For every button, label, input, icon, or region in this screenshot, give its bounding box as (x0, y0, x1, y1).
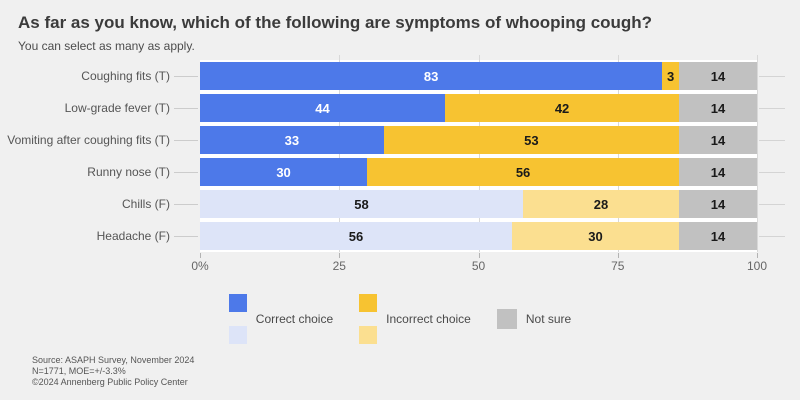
bar-strip: 30 56 14 (200, 156, 757, 188)
chart-row: Coughing fits (T) 83 3 14 (0, 60, 800, 92)
category-label: Vomiting after coughing fits (T) (7, 133, 170, 147)
legend-label: Correct choice (255, 312, 334, 326)
chart-header: As far as you know, which of the followi… (0, 0, 800, 53)
bar-segment-not-sure: 14 (679, 62, 757, 90)
chart-row: Chills (F) 58 28 14 (0, 188, 800, 220)
legend-swatch (359, 326, 378, 344)
stacked-bar: 33 53 14 (200, 126, 757, 154)
bar-strip: 83 3 14 (200, 60, 757, 92)
leader-line-right (759, 235, 785, 237)
axis-tick-label: 100 (746, 259, 768, 273)
legend-swatches (359, 294, 378, 344)
leader-line-left (174, 235, 198, 237)
bar-segment-incorrect-choice: 28 (523, 190, 679, 218)
axis-tick-mark (478, 253, 480, 258)
bar-segment-incorrect-choice: 53 (383, 126, 679, 154)
bar-segment-correct-choice: 30 (200, 158, 368, 186)
bar-strip: 44 42 14 (200, 92, 757, 124)
stacked-bar: 58 28 14 (200, 190, 757, 218)
category-label: Headache (F) (96, 229, 170, 243)
bar-strip: 56 30 14 (200, 220, 757, 252)
bar-segment-correct-choice: 44 (200, 94, 446, 122)
axis-tick-mark (200, 253, 201, 258)
source-note-line: ©2024 Annenberg Public Policy Center (32, 377, 188, 387)
bar-segment-incorrect-choice: 30 (511, 222, 679, 250)
axis-tick-label: 75 (611, 259, 625, 273)
chart-title: As far as you know, which of the followi… (18, 13, 653, 32)
bar-segment-correct-choice: 33 (200, 126, 384, 154)
bar-segment-correct-choice: 58 (200, 190, 524, 218)
bar-segment-not-sure: 14 (679, 126, 757, 154)
bar-segment-not-sure: 14 (679, 158, 757, 186)
category-label: Runny nose (T) (87, 165, 170, 179)
stacked-bar: 30 56 14 (200, 158, 757, 186)
legend-swatches (228, 294, 247, 344)
leader-line-left (174, 203, 198, 205)
leader-line-right (759, 139, 785, 141)
bar-segment-not-sure: 14 (679, 94, 757, 122)
axis-tick-mark (757, 253, 758, 258)
leader-line-right (759, 75, 785, 77)
legend-item: Not sure (496, 309, 572, 329)
bar-segment-not-sure: 14 (679, 190, 757, 218)
category-label: Low-grade fever (T) (64, 101, 170, 115)
source-note: Source: ASAPH Survey, November 2024 N=177… (32, 355, 194, 388)
chart-row: Vomiting after coughing fits (T) 33 53 14 (0, 124, 800, 156)
x-axis: 0% 25 50 75 100 (191, 252, 767, 278)
category-label: Coughing fits (T) (81, 69, 170, 83)
leader-line-right (759, 107, 785, 109)
bar-segment-incorrect-choice: 56 (367, 158, 679, 186)
chart-plot-area: Coughing fits (T) 83 3 14 Low-grade fever (T… (0, 55, 800, 252)
chart-legend: Correct choice Incorrect choice Not sure (0, 294, 800, 344)
legend-swatch (228, 294, 247, 312)
leader-line-right (759, 203, 785, 205)
leader-line-left (174, 171, 198, 173)
legend-item: Correct choice (228, 294, 334, 344)
source-note-line: N=1771, MOE=+/-3.3% (32, 366, 126, 376)
category-label: Chills (F) (122, 197, 170, 211)
axis-tick-label: 0% (191, 259, 209, 273)
bar-segment-incorrect-choice: 42 (445, 94, 680, 122)
stacked-bar: 44 42 14 (200, 94, 757, 122)
source-note-line: Source: ASAPH Survey, November 2024 (32, 355, 195, 365)
leader-line-left (174, 75, 198, 77)
legend-label: Not sure (525, 312, 572, 326)
bar-segment-incorrect-choice: 3 (662, 62, 679, 90)
axis-tick-label: 25 (332, 259, 346, 273)
legend-swatches (496, 309, 517, 329)
leader-line-left (174, 107, 198, 109)
axis-tick-mark (339, 253, 341, 258)
stacked-bar: 83 3 14 (200, 62, 757, 90)
bar-strip: 33 53 14 (200, 124, 757, 156)
chart-row: Headache (F) 56 30 14 (0, 220, 800, 252)
gridline (757, 55, 758, 252)
chart-subtitle: You can select as many as apply. (18, 39, 195, 53)
legend-item: Incorrect choice (359, 294, 471, 344)
legend-swatch (496, 309, 517, 329)
chart-row: Runny nose (T) 30 56 14 (0, 156, 800, 188)
leader-line-left (174, 139, 198, 141)
legend-label: Incorrect choice (386, 312, 471, 326)
stacked-bar: 56 30 14 (200, 222, 757, 250)
legend-swatch (228, 326, 247, 344)
bar-strip: 58 28 14 (200, 188, 757, 220)
bar-segment-not-sure: 14 (679, 222, 757, 250)
axis-tick-label: 50 (471, 259, 486, 273)
chart-row: Low-grade fever (T) 44 42 14 (0, 92, 800, 124)
leader-line-right (759, 171, 785, 173)
bar-segment-correct-choice: 56 (200, 222, 512, 250)
legend-swatch (359, 294, 378, 312)
bar-segment-correct-choice: 83 (200, 62, 663, 90)
stacked-bar-chart: Coughing fits (T) 83 3 14 Low-grade fever (T… (0, 55, 800, 278)
axis-tick-mark (617, 253, 619, 258)
